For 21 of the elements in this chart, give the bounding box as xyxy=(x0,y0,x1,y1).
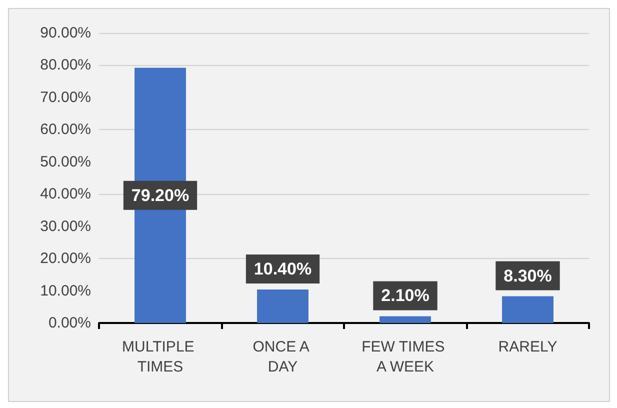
y-tick-label: 10.00% xyxy=(40,282,91,300)
x-tick-label: ONCE A DAY xyxy=(252,338,313,376)
bar xyxy=(502,296,554,323)
data-label: 79.20% xyxy=(131,186,190,205)
y-tick-label: 60.00% xyxy=(40,121,91,138)
y-tick-label: 20.00% xyxy=(40,250,91,268)
x-tick-label: MULTIPLE TIMES xyxy=(122,338,198,376)
bar xyxy=(380,316,431,323)
x-tick-label: RARELY xyxy=(498,338,558,356)
y-tick-label: 50.00% xyxy=(40,153,91,170)
bar xyxy=(257,289,308,323)
x-tick-label: FEW TIMES A WEEK xyxy=(362,338,449,376)
data-label: 8.30% xyxy=(504,266,552,286)
y-tick-label: 70.00% xyxy=(40,88,91,106)
y-tick-label: 80.00% xyxy=(40,56,91,74)
y-tick-label: 90.00% xyxy=(40,24,91,42)
y-tick-label: 0.00% xyxy=(48,314,91,332)
y-tick-label: 40.00% xyxy=(40,186,91,203)
data-label: 10.40% xyxy=(254,259,312,278)
y-tick-label: 30.00% xyxy=(40,218,91,235)
data-label: 2.10% xyxy=(381,286,430,306)
